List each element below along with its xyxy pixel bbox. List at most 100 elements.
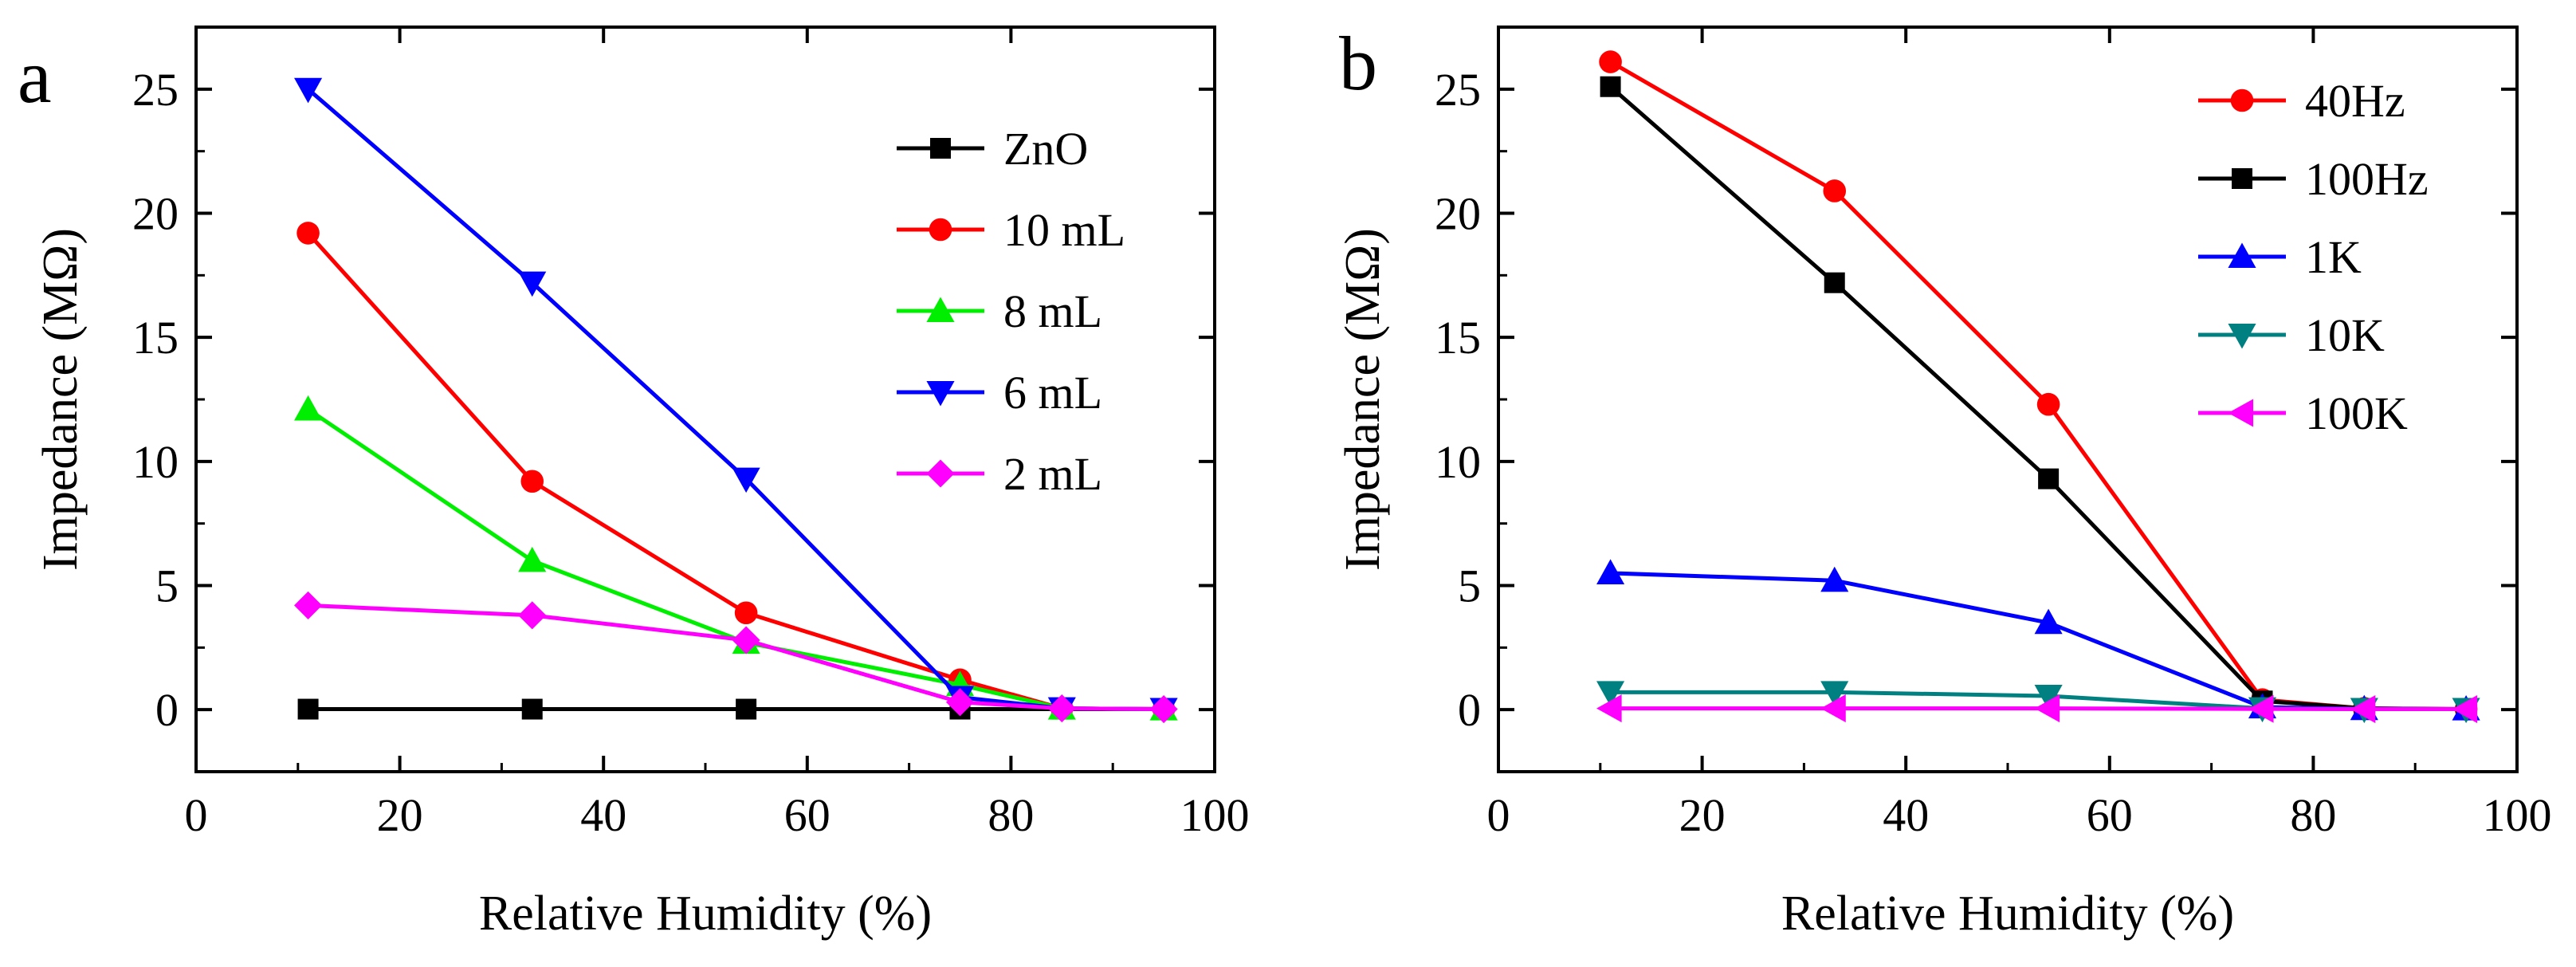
series-8-mL	[294, 395, 1178, 721]
legend-label: 100Hz	[2305, 153, 2429, 205]
data-point	[2034, 694, 2060, 723]
y-tick-label: 0	[155, 684, 179, 736]
data-point	[294, 395, 323, 421]
legend-item: 40Hz	[2198, 75, 2405, 127]
legend-item: 10 mL	[897, 204, 1125, 256]
y-axis-title: Impedance (MΩ)	[1336, 228, 1390, 571]
legend-item: 6 mL	[897, 367, 1102, 419]
data-point	[1824, 272, 1845, 293]
legend: 40Hz 100Hz 1K 10K 100K	[2198, 75, 2429, 439]
legend-label: 40Hz	[2305, 75, 2405, 127]
legend-marker	[926, 459, 955, 488]
x-tick-label: 20	[1679, 789, 1726, 841]
x-tick-label: 20	[377, 789, 423, 841]
data-point	[732, 467, 760, 493]
legend-label: 100K	[2305, 387, 2408, 439]
data-point	[1047, 694, 1076, 723]
series-2-mL	[294, 591, 1178, 724]
legend-marker	[929, 218, 952, 242]
legend-marker	[2232, 168, 2252, 189]
data-point	[2034, 685, 2063, 710]
y-tick-label: 15	[1435, 312, 1481, 364]
legend-marker	[2228, 323, 2256, 349]
data-point	[521, 698, 543, 720]
x-tick-label: 0	[185, 789, 208, 841]
y-tick-label: 10	[132, 436, 179, 488]
data-point	[1820, 694, 1846, 723]
data-point	[1823, 179, 1847, 202]
series-10K	[1596, 681, 2480, 724]
y-tick-label: 0	[1458, 684, 1481, 736]
legend-item: 2 mL	[897, 448, 1102, 500]
data-point	[518, 271, 547, 297]
data-point	[294, 77, 323, 104]
legend-label: 6 mL	[1003, 367, 1102, 419]
y-tick-label: 10	[1435, 436, 1481, 488]
data-point	[1820, 566, 1849, 592]
legend-label: 10 mL	[1003, 204, 1125, 256]
series-100K	[1596, 694, 2478, 724]
legend-item: 8 mL	[897, 285, 1102, 337]
data-point	[2350, 694, 2376, 724]
x-tick-label: 100	[1180, 789, 1250, 841]
legend-item: 100Hz	[2198, 153, 2429, 205]
data-point	[734, 601, 758, 625]
y-tick-label: 20	[132, 188, 179, 240]
y-tick-label: 5	[1458, 560, 1481, 612]
data-point	[945, 688, 975, 717]
x-tick-label: 60	[784, 789, 831, 841]
data-point	[736, 698, 757, 720]
series-line	[1610, 706, 2467, 712]
data-point	[2036, 392, 2060, 416]
legend-marker	[926, 380, 955, 407]
legend-marker	[2230, 88, 2254, 112]
panel-a: a 0 20 40 60 80 100 0 5 10 15 20 25 Relative Humidity…	[18, 26, 1250, 941]
data-point	[2248, 694, 2274, 723]
data-point	[518, 546, 547, 572]
data-point	[518, 601, 547, 630]
legend-label: 1K	[2305, 231, 2362, 283]
data-point	[2034, 608, 2063, 635]
data-point	[2038, 468, 2060, 489]
panel-letter: b	[1339, 21, 1377, 106]
legend-marker	[2228, 242, 2256, 269]
data-point	[732, 626, 760, 654]
data-point	[1596, 694, 1622, 723]
x-tick-label: 100	[2483, 789, 2552, 841]
data-point	[296, 222, 320, 245]
data-point	[1600, 76, 1621, 97]
x-tick-label: 60	[2087, 789, 2133, 841]
x-tick-label: 0	[1487, 789, 1510, 841]
legend-label: 10K	[2305, 309, 2385, 361]
y-axis-title: Impedance (MΩ)	[33, 228, 88, 571]
legend-label: 8 mL	[1003, 285, 1102, 337]
data-point	[1599, 50, 1622, 73]
panel-b: b 0 20 40 60 80 100 0 5 10 15 20 25 Relative Humidity…	[1336, 21, 2552, 941]
legend-marker	[926, 297, 955, 323]
x-axis-title: Relative Humidity (%)	[479, 886, 932, 941]
data-point	[1596, 559, 1625, 584]
legend: ZnO 10 mL 8 mL 6 mL 2 mL	[897, 123, 1125, 500]
legend-marker	[2228, 399, 2254, 427]
data-point	[297, 698, 319, 720]
legend-label: 2 mL	[1003, 448, 1102, 500]
data-point	[294, 591, 323, 619]
y-tick-label: 15	[132, 312, 179, 364]
y-tick-label: 25	[132, 64, 179, 116]
legend-label: ZnO	[1003, 123, 1088, 175]
x-tick-label: 80	[2290, 789, 2336, 841]
legend-item: 10K	[2198, 309, 2385, 361]
x-tick-label: 40	[1883, 789, 1929, 841]
x-tick-label: 80	[988, 789, 1034, 841]
x-axis-title: Relative Humidity (%)	[1781, 886, 2234, 941]
legend-item: 1K	[2198, 231, 2362, 283]
data-point	[1820, 681, 1849, 706]
legend-item: ZnO	[897, 123, 1088, 175]
y-tick-label: 20	[1435, 188, 1481, 240]
y-tick-label: 25	[1435, 64, 1481, 116]
series-line	[308, 603, 1164, 712]
data-point	[2452, 694, 2478, 724]
data-point	[1596, 681, 1625, 706]
data-point	[1149, 694, 1178, 724]
